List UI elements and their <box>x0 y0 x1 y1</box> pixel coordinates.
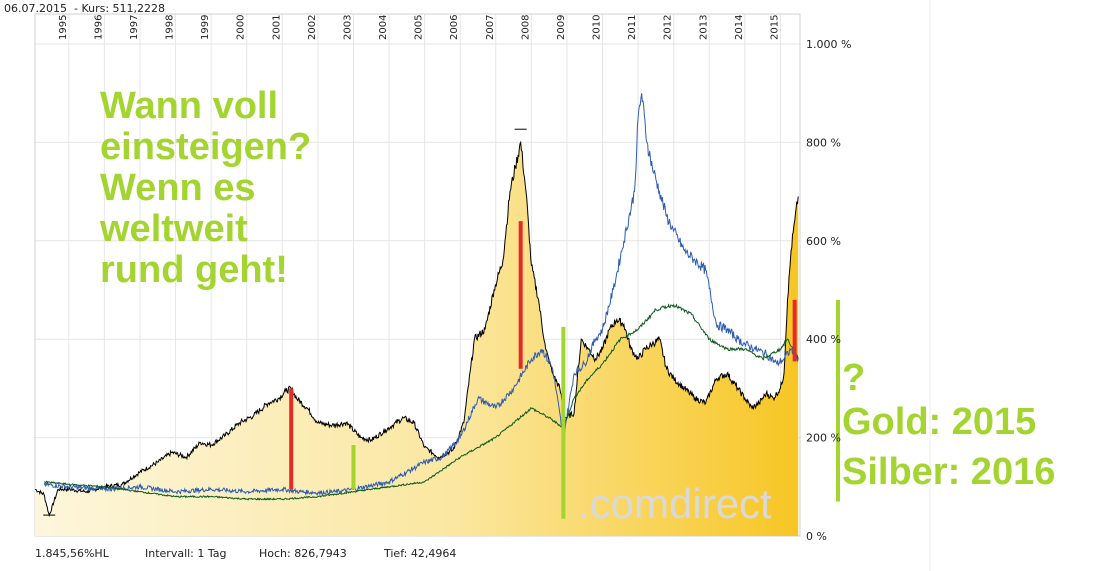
x-tick-label: 2004 <box>378 15 389 40</box>
footer-low: Tief: 42,4964 <box>384 547 457 560</box>
y-tick-label: 200 % <box>806 432 841 445</box>
header-date: 06.07.2015 <box>4 2 67 15</box>
x-tick-label: 2008 <box>520 15 531 40</box>
annotation-silver: Silber: 2016 <box>842 451 1056 493</box>
x-tick-label: 1997 <box>129 15 140 40</box>
series-line-blue <box>43 93 799 496</box>
price-area <box>35 142 799 536</box>
header-kurs: - Kurs: 511,2228 <box>73 2 166 15</box>
footer-high: Hoch: 826,7943 <box>259 547 347 560</box>
x-tick-label: 1996 <box>93 15 104 40</box>
annotation-left-line: Wenn es <box>100 167 256 209</box>
x-tick-label: 2014 <box>734 15 745 40</box>
y-tick-label: 800 % <box>806 136 841 149</box>
y-tick-label: 0 % <box>806 530 827 543</box>
x-tick-label: 2006 <box>449 15 460 40</box>
axes: 0 % 200 % 400 % 600 % 800 % 1.000 % 1995 1996 19… <box>58 15 852 543</box>
markers <box>43 128 840 519</box>
x-tick-label: 1999 <box>200 15 211 40</box>
annotation-left-line: Wann voll <box>100 85 279 127</box>
y-tick-label: 1.000 % <box>806 38 851 51</box>
x-tick-label: 2005 <box>414 15 425 40</box>
y-tick-label: 600 % <box>806 235 841 248</box>
annotation-left-line: weltweit <box>100 208 248 250</box>
x-tick-label: 2000 <box>236 15 247 40</box>
x-tick-label: 2003 <box>342 15 353 40</box>
annotation-gold: Gold: 2015 <box>842 401 1037 443</box>
x-tick-label: 1995 <box>58 15 69 40</box>
x-tick-label: 2001 <box>271 15 282 40</box>
price-area-fill <box>35 142 799 536</box>
x-tick-label: 2009 <box>556 15 567 40</box>
x-tick-label: 2011 <box>627 15 638 40</box>
footer-interval: Intervall: 1 Tag <box>145 547 227 560</box>
annotation-question: ? <box>842 357 866 399</box>
annotation-left: Wann voll einsteigen? Wenn es weltweit r… <box>100 86 311 291</box>
y-tick-label: 400 % <box>806 333 841 346</box>
x-tick-label: 2015 <box>769 15 780 40</box>
series-lines <box>35 93 799 518</box>
x-tick-label: 2013 <box>698 15 709 40</box>
brand-watermark: .comdirect <box>578 480 772 527</box>
header-info: 06.07.2015 - Kurs: 511,2228 <box>4 2 165 15</box>
series-line-green <box>43 303 799 501</box>
annotation-left-line: rund geht! <box>100 249 288 291</box>
x-tick-label: 2010 <box>592 15 603 40</box>
x-tick-label: 1998 <box>165 15 176 40</box>
annotation-left-line: einsteigen? <box>100 126 312 168</box>
x-tick-label: 2002 <box>307 15 318 40</box>
series-line-main <box>35 140 799 518</box>
x-tick-label: 2012 <box>663 15 674 40</box>
footer-hl: 1.845,56%HL <box>35 547 109 560</box>
x-tick-label: 2007 <box>485 15 496 40</box>
